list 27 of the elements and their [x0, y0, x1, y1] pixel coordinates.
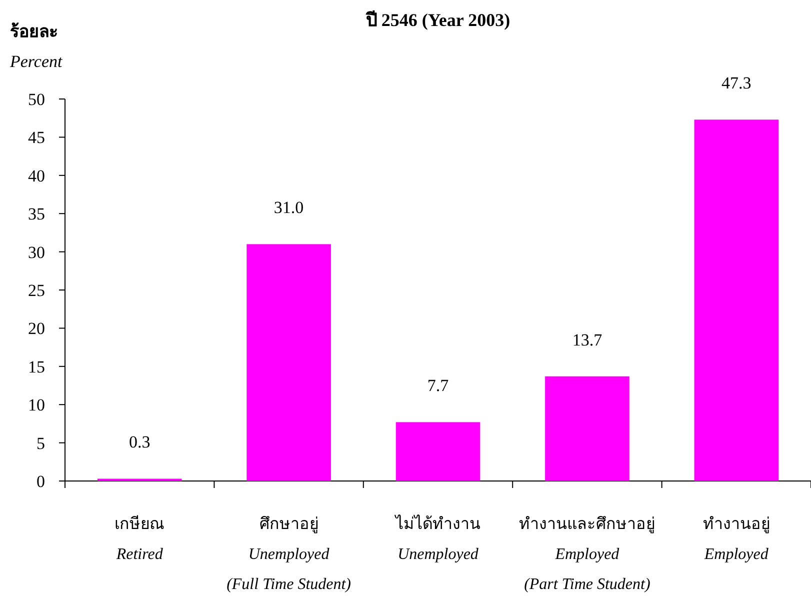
data-label: 0.3	[128, 432, 150, 452]
x-tick-label: ไม่ได้ทำงาน Unemployed	[394, 514, 480, 563]
y-axis-title: ร้อยละ Percent	[9, 22, 64, 71]
x-tick-label: ทำงานและศึกษาอยู่ Employed (Part Time Student)	[519, 516, 656, 593]
y-tick-label: 50	[28, 90, 45, 109]
y-tick-label: 35	[28, 204, 45, 224]
data-label: 7.7	[427, 376, 450, 396]
bar	[246, 244, 331, 481]
y-tick-label: 0	[36, 472, 45, 491]
y-tick-label: 10	[28, 396, 45, 415]
x-tick-label: ทำงานอยู่ Employed	[702, 516, 770, 563]
bar	[694, 120, 779, 481]
chart-title: ปี 2546 (Year 2003)	[364, 10, 510, 30]
data-label: 47.3	[722, 74, 752, 93]
y-tick-label: 25	[28, 281, 45, 300]
x-tick-label: เกษียณ Retired	[114, 515, 165, 563]
bar	[396, 422, 480, 481]
y-tick-label: 30	[28, 242, 45, 262]
y-tick-label: 20	[28, 319, 45, 338]
y-tick-label: 15	[28, 357, 45, 376]
y-tick-label: 45	[28, 128, 45, 148]
y-tick-label: 5	[36, 434, 45, 453]
x-tick-label: ศึกษาอยู่ Unemployed (Full Time Student)	[226, 516, 352, 593]
bar	[545, 376, 630, 481]
data-label: 13.7	[572, 330, 603, 350]
data-label: 31.0	[274, 198, 304, 218]
y-tick-label: 40	[28, 166, 45, 186]
